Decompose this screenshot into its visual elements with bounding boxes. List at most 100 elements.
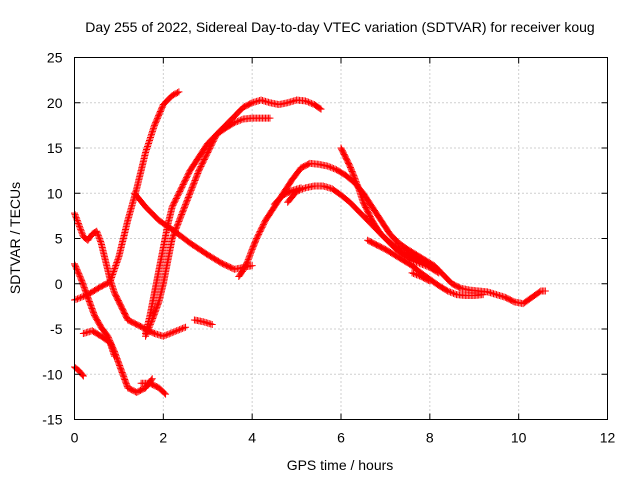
x-tick-label: 12 bbox=[600, 430, 616, 446]
data-point-marker bbox=[160, 389, 168, 397]
data-point-marker bbox=[112, 262, 120, 270]
x-tick-label: 0 bbox=[71, 430, 79, 446]
series-track-j bbox=[190, 316, 216, 328]
data-point-marker bbox=[94, 230, 102, 238]
data-point-marker bbox=[414, 259, 422, 267]
data-layer bbox=[71, 88, 549, 398]
x-tick-label: 8 bbox=[426, 430, 434, 446]
series-track-k bbox=[235, 159, 549, 308]
data-point-marker bbox=[111, 265, 119, 273]
data-point-marker bbox=[306, 99, 314, 107]
data-point-marker bbox=[182, 323, 190, 331]
series-track-b bbox=[130, 189, 256, 273]
data-point-marker bbox=[174, 326, 182, 334]
data-point-marker bbox=[301, 97, 309, 105]
data-point-marker bbox=[307, 99, 315, 107]
data-point-marker bbox=[170, 328, 178, 336]
data-point-marker bbox=[445, 288, 453, 296]
data-point-marker bbox=[330, 165, 338, 173]
data-point-marker bbox=[71, 211, 79, 219]
data-point-marker bbox=[142, 331, 150, 339]
data-point-marker bbox=[411, 257, 419, 265]
series-track-i bbox=[142, 96, 325, 340]
data-point-marker bbox=[450, 289, 458, 297]
data-point-marker bbox=[316, 104, 324, 112]
data-point-marker bbox=[451, 290, 459, 298]
data-point-marker bbox=[93, 227, 101, 235]
data-point-marker bbox=[72, 212, 80, 220]
data-point-marker bbox=[110, 352, 118, 360]
data-point-marker bbox=[324, 162, 332, 170]
data-point-marker bbox=[447, 288, 455, 296]
data-point-marker bbox=[247, 250, 255, 258]
data-point-marker bbox=[97, 238, 105, 246]
data-point-marker bbox=[433, 268, 441, 276]
data-point-marker bbox=[94, 232, 102, 240]
y-tick-label: -5 bbox=[50, 321, 63, 337]
data-point-marker bbox=[78, 293, 86, 301]
data-point-marker bbox=[413, 258, 421, 266]
y-tick-label: 15 bbox=[47, 140, 63, 156]
data-point-marker bbox=[74, 218, 82, 226]
data-point-marker bbox=[266, 114, 274, 122]
data-point-marker bbox=[435, 269, 443, 277]
data-point-marker bbox=[167, 329, 175, 337]
data-point-marker bbox=[418, 260, 426, 268]
data-point-marker bbox=[303, 98, 311, 106]
data-point-marker bbox=[161, 332, 169, 340]
data-point-marker bbox=[77, 227, 85, 235]
data-point-marker bbox=[72, 214, 80, 222]
data-point-marker bbox=[208, 320, 216, 328]
series-track-p bbox=[408, 269, 434, 285]
data-point-marker bbox=[159, 332, 167, 340]
data-point-marker bbox=[179, 324, 187, 332]
data-point-marker bbox=[78, 230, 86, 238]
y-tick-label: 5 bbox=[55, 231, 63, 247]
series-track-n bbox=[337, 144, 443, 277]
data-point-marker bbox=[354, 183, 362, 191]
data-point-marker bbox=[421, 262, 429, 270]
axis-ticks: 0 2 4 6 8 10 12 -15 -10 -5 0 5 10 15 20 25 bbox=[42, 50, 615, 446]
data-point-marker bbox=[95, 235, 103, 243]
gridlines bbox=[74, 57, 608, 420]
data-point-marker bbox=[78, 228, 86, 236]
data-point-marker bbox=[162, 331, 170, 339]
data-point-marker bbox=[235, 117, 243, 125]
data-point-marker bbox=[75, 221, 83, 229]
data-point-marker bbox=[354, 182, 362, 190]
x-tick-label: 6 bbox=[337, 430, 345, 446]
data-point-marker bbox=[408, 269, 416, 277]
data-point-marker bbox=[423, 262, 431, 270]
data-point-marker bbox=[177, 325, 185, 333]
data-point-marker bbox=[75, 294, 83, 302]
data-point-marker bbox=[230, 119, 238, 127]
data-point-marker bbox=[96, 236, 104, 244]
data-point-marker bbox=[113, 259, 121, 267]
data-point-marker bbox=[426, 277, 434, 285]
chart-title: Day 255 of 2022, Sidereal Day-to-day VTE… bbox=[85, 19, 594, 35]
data-point-marker bbox=[304, 98, 312, 106]
data-point-marker bbox=[76, 224, 84, 232]
series-track-g bbox=[71, 363, 87, 380]
data-point-marker bbox=[72, 295, 80, 303]
data-point-marker bbox=[350, 173, 358, 181]
series-track-e bbox=[79, 327, 118, 360]
data-point-marker bbox=[176, 326, 184, 334]
data-point-marker bbox=[541, 287, 549, 295]
data-point-marker bbox=[173, 327, 181, 335]
x-tick-label: 2 bbox=[159, 430, 167, 446]
data-point-marker bbox=[236, 116, 244, 124]
y-tick-label: 20 bbox=[47, 95, 63, 111]
data-point-marker bbox=[171, 327, 179, 335]
data-point-marker bbox=[147, 319, 155, 327]
data-point-marker bbox=[232, 118, 240, 126]
data-point-marker bbox=[248, 262, 256, 270]
data-point-marker bbox=[144, 326, 152, 334]
data-point-marker bbox=[112, 260, 120, 268]
data-point-marker bbox=[78, 371, 86, 379]
data-point-marker bbox=[143, 328, 151, 336]
data-point-marker bbox=[148, 317, 156, 325]
data-point-marker bbox=[414, 271, 422, 279]
data-point-marker bbox=[233, 117, 241, 125]
data-point-marker bbox=[238, 116, 246, 124]
